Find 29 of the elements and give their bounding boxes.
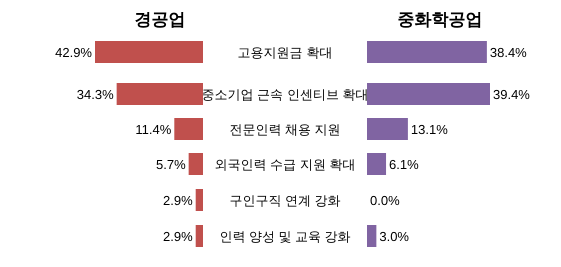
y-tick-label: 중소기업 근속 인센티브 확대 [202,87,368,102]
data-label: 11.4% [135,122,172,137]
bar [116,83,203,105]
bar [367,83,490,105]
y-tick-label: 구인구직 연계 강화 [229,193,341,208]
data-label: 42.9% [55,45,92,60]
data-label: 2.9% [163,193,194,208]
bar [188,153,203,175]
data-label: 13.1% [410,122,448,137]
data-label: 3.0% [379,229,410,244]
y-tick-label: 외국인력 수급 지원 확대 [214,157,356,172]
chart-title: 중화학공업 [398,10,482,29]
bar [196,225,203,247]
data-label: 38.4% [490,45,528,60]
data-label: 0.0% [370,193,400,208]
bar [367,153,386,175]
data-label: 39.4% [493,87,530,102]
y-tick-label: 전문인력 채용 지원 [229,122,341,137]
y-tick-label: 고용지원금 확대 [238,45,332,60]
data-label: 6.1% [389,157,420,172]
data-label: 34.3% [76,87,114,102]
data-label: 2.9% [163,229,194,244]
bar [174,118,203,140]
bar [367,118,408,140]
data-label: 5.7% [156,157,186,172]
y-tick-label: 인력 양성 및 교육 강화 [219,229,351,244]
bar [196,189,203,211]
bar [367,225,376,247]
chart-title: 경공업 [134,10,186,29]
